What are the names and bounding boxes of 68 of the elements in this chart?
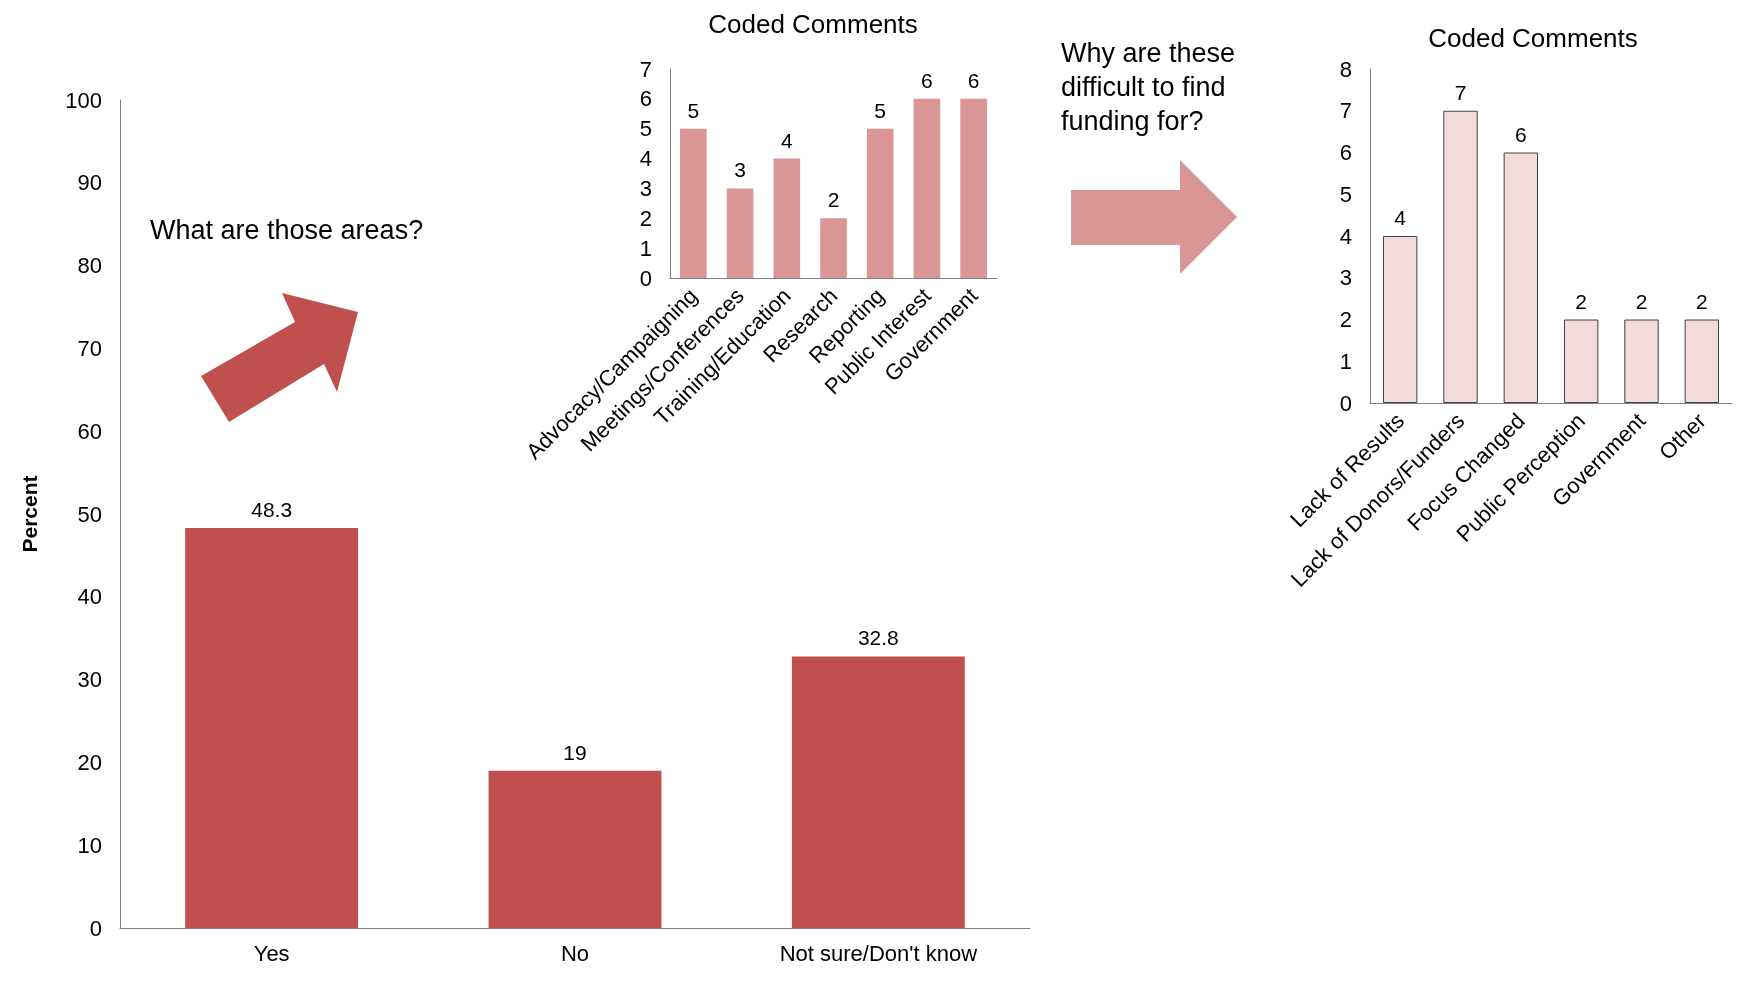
data-label: 32.8 [857,626,899,650]
data-label: 5 [687,98,700,122]
y-tick-label: 4 [639,146,652,172]
bar [1563,319,1599,403]
y-tick-label: 80 [77,253,102,279]
x-tick-label: No [560,940,590,966]
bar [726,188,754,278]
y-tick-label: 40 [77,584,102,610]
y-tick-label: 0 [1339,390,1352,416]
data-label: 7 [1454,80,1467,104]
bar [1624,319,1659,403]
bar [773,158,801,278]
y-tick-label: 50 [77,501,102,527]
y-tick-label: 5 [1339,181,1352,207]
data-label: 2 [827,188,840,212]
annotation: What are those areas? [150,215,424,245]
y-tick-label: 6 [639,86,652,112]
data-label: 2 [1695,289,1708,313]
y-tick-label: 1 [639,235,652,261]
y-tick-label: 70 [77,335,102,361]
data-label: 48.3 [251,498,293,522]
bar [1443,110,1478,403]
y-tick-label: 4 [1339,223,1352,249]
data-label: 3 [734,158,746,182]
bar [680,128,707,278]
y-tick-label: 10 [77,832,102,858]
y-tick-label: 7 [1339,98,1352,124]
y-tick-label: 7 [639,56,652,82]
y-tick-label: 8 [1339,56,1352,82]
y-axis-title: Percent [18,475,41,553]
y-tick-label: 60 [77,418,102,444]
y-tick-label: 6 [1339,140,1352,165]
data-label: 6 [1514,122,1527,146]
data-label: 6 [921,68,933,92]
data-label: 2 [1635,289,1648,313]
bar [913,98,941,278]
x-tick-label: Yes [253,940,290,966]
chart-title: Coded Comments [1428,23,1638,53]
bar [185,528,359,928]
y-tick-label: 0 [639,265,652,291]
data-label: 4 [780,128,793,152]
data-label: 5 [874,98,887,122]
y-tick-label: 30 [77,667,102,693]
bar [1382,236,1418,403]
y-tick-label: 2 [639,205,652,231]
bar [866,128,894,278]
bar [791,656,965,928]
y-tick-label: 5 [639,116,652,142]
y-tick-label: 3 [639,175,652,201]
bar [1503,152,1539,403]
y-tick-label: 3 [1339,265,1352,291]
data-label: 6 [967,68,980,92]
y-tick-label: 1 [1339,348,1352,374]
x-tick-label: Not sure/Don't know [779,940,978,966]
chart-title: Coded Comments [708,9,918,39]
text: Why are these difficult to find funding for? [1061,38,1243,136]
bar [488,770,662,928]
bar [960,98,987,278]
data-label: 4 [1394,206,1407,229]
y-tick-label: 100 [65,87,102,113]
y-tick-label: 0 [89,915,102,941]
y-tick-label: 20 [77,749,102,775]
y-tick-label: 90 [77,170,102,196]
bar [820,218,847,278]
data-label: 2 [1575,289,1588,313]
data-label: 19 [563,740,587,764]
y-tick-label: 2 [1339,307,1352,332]
bar [1684,319,1720,403]
